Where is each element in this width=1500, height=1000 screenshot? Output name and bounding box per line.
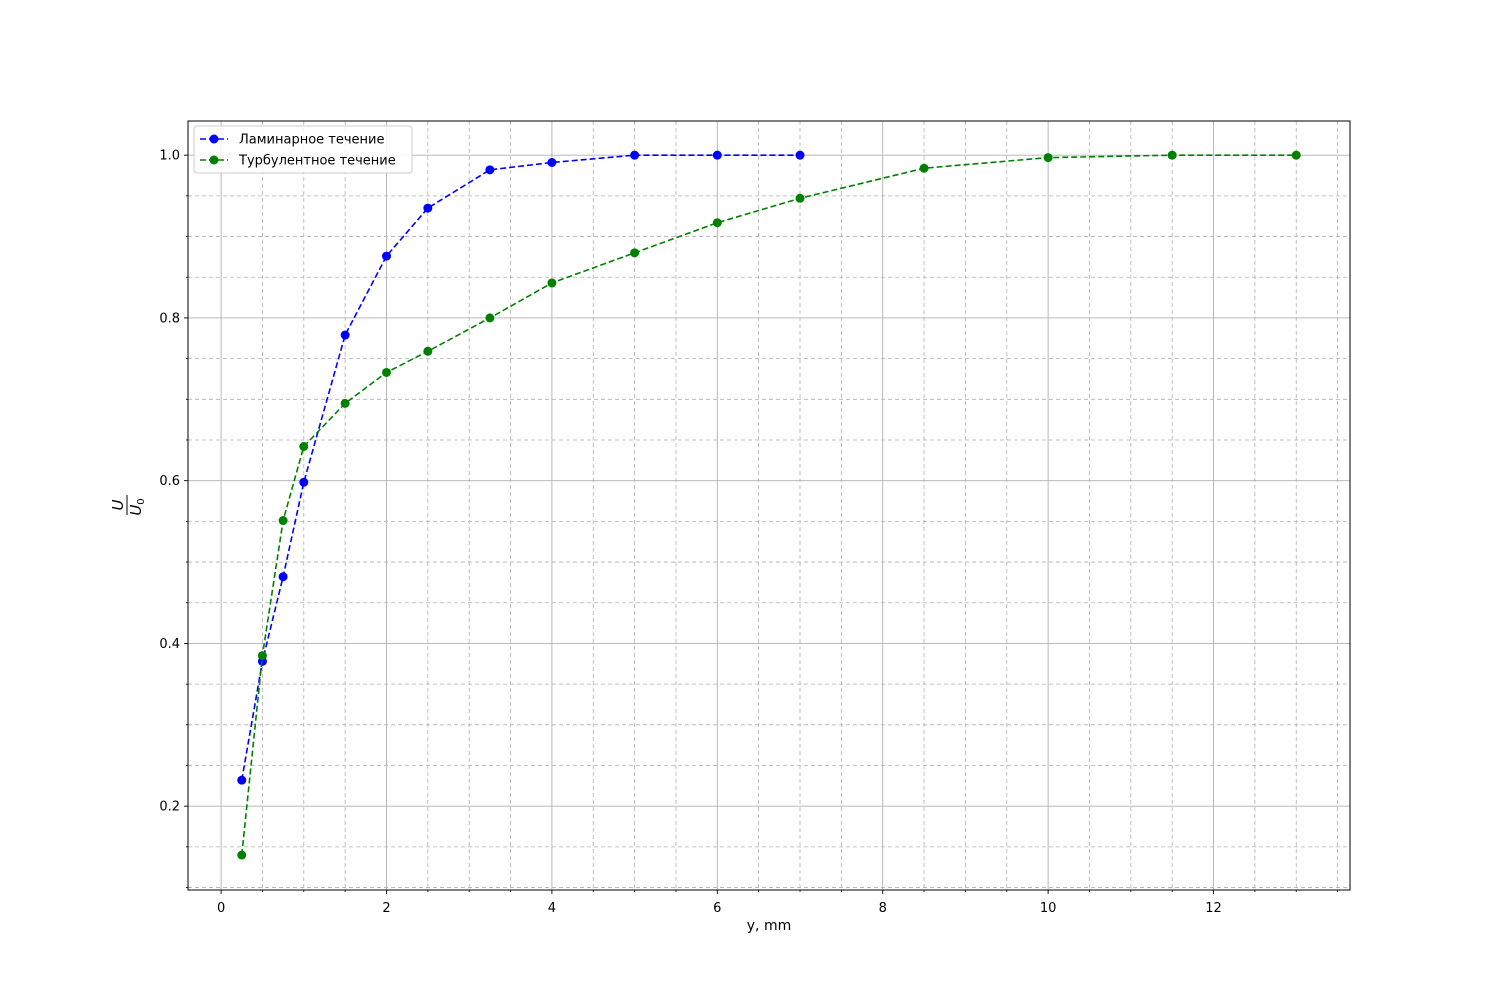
data-point-laminar (340, 330, 350, 340)
data-point-laminar (423, 203, 433, 213)
data-point-laminar (547, 158, 557, 168)
series-laminar (237, 150, 805, 785)
data-point-turbulent (795, 193, 805, 203)
data-point-turbulent (1167, 150, 1177, 160)
data-point-turbulent (340, 398, 350, 408)
x-axis-label: y, mm (747, 918, 791, 934)
data-point-turbulent (630, 248, 640, 258)
y-tick-label: 1.0 (159, 149, 180, 164)
y-tick-label: 0.2 (159, 800, 180, 815)
legend-marker-turbulent (209, 155, 219, 165)
x-axis-ticks: 0 2 4 6 8 10 12 (217, 890, 1338, 916)
data-point-laminar (381, 251, 391, 261)
legend-box (193, 125, 413, 174)
y-axis-label-denominator-base: U (127, 505, 145, 516)
data-point-laminar (485, 165, 495, 175)
series-line-laminar (240, 154, 801, 781)
data-point-laminar (712, 150, 722, 160)
data-point-turbulent (257, 651, 267, 661)
y-axis-label-denominator-subscript: 0 (136, 498, 147, 504)
y-tick-label: 0.6 (159, 474, 180, 489)
data-point-turbulent (485, 313, 495, 323)
minor-grid (188, 121, 1350, 890)
x-tick-label: 10 (1040, 901, 1057, 916)
data-point-turbulent (1291, 150, 1301, 160)
plot-area-frame (187, 120, 1351, 891)
series-line-turbulent (240, 154, 1297, 856)
data-point-turbulent (1043, 153, 1053, 163)
y-axis-label: U U0 (109, 495, 147, 516)
y-axis-label-denominator: U0 (127, 498, 147, 515)
legend-marker-laminar (209, 134, 219, 144)
y-tick-label: 0.8 (159, 311, 180, 326)
data-point-laminar (795, 150, 805, 160)
data-point-laminar (299, 477, 309, 487)
data-point-turbulent (423, 346, 433, 356)
legend: Ламинарное течение Турбулентное течение (193, 125, 413, 174)
data-point-turbulent (237, 850, 247, 860)
y-axis-label-numerator: U (109, 499, 127, 510)
data-point-laminar (237, 775, 247, 785)
x-tick-label: 6 (713, 901, 721, 916)
y-axis-ticks: 0.2 0.4 0.6 0.8 1.0 (159, 149, 188, 888)
major-grid (188, 121, 1350, 890)
x-tick-label: 8 (879, 901, 887, 916)
data-point-turbulent (919, 163, 929, 173)
x-tick-label: 4 (548, 901, 556, 916)
x-tick-label: 0 (217, 901, 225, 916)
x-tick-label: 12 (1205, 901, 1222, 916)
data-point-turbulent (547, 278, 557, 288)
data-point-turbulent (712, 218, 722, 228)
series-layer (237, 150, 1301, 860)
data-point-laminar (278, 572, 288, 582)
legend-label-turbulent: Турбулентное течение (238, 154, 396, 169)
series-turbulent (237, 150, 1301, 860)
legend-label-laminar: Ламинарное течение (239, 133, 385, 148)
data-point-laminar (630, 150, 640, 160)
x-tick-label: 2 (382, 901, 390, 916)
data-point-turbulent (381, 367, 391, 377)
y-tick-label: 0.4 (159, 637, 180, 652)
data-point-turbulent (299, 442, 309, 452)
data-point-turbulent (278, 516, 288, 526)
